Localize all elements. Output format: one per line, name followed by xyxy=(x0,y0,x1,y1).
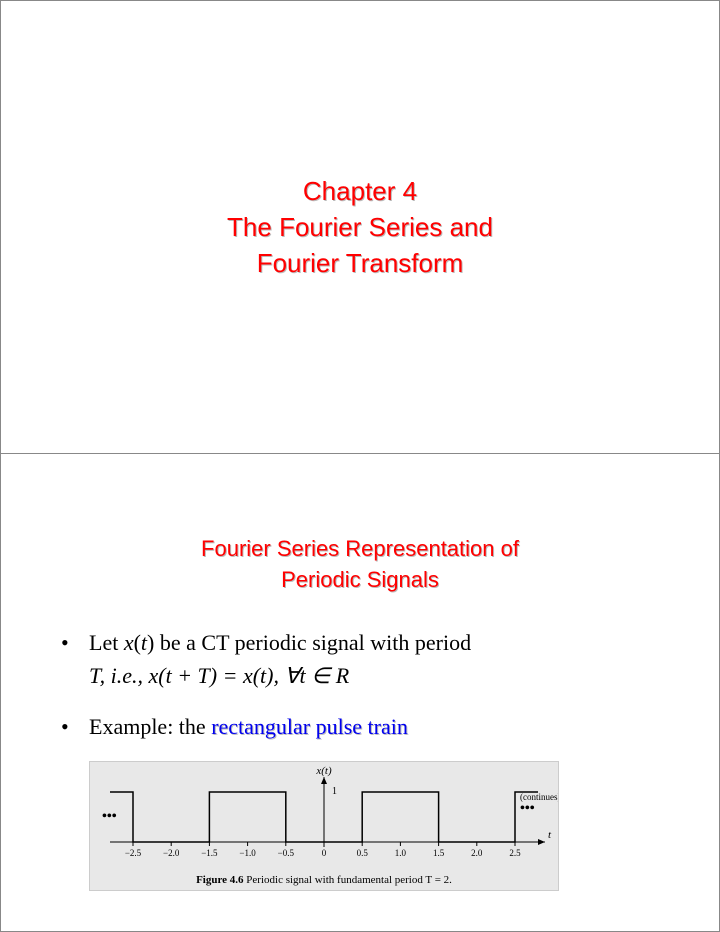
x-ticks-group: −2.5 −2.0 −1.5 −1.0 −0.5 0 0.5 xyxy=(125,842,521,858)
section-subtitle: Fourier Series Representation of Periodi… xyxy=(61,534,659,596)
svg-text:−2.5: −2.5 xyxy=(125,848,142,858)
slide-1-content: Chapter 4 The Fourier Series and Fourier… xyxy=(61,41,659,473)
bullet-dot-icon: • xyxy=(61,626,89,692)
b1-formula: x(t + T) = x(t), ∀t ∈ R xyxy=(143,663,349,688)
subtitle-line-2: Periodic Signals xyxy=(61,565,659,596)
ellipsis-right: ••• xyxy=(520,801,535,816)
ytick-1: 1 xyxy=(332,786,337,797)
bullet-dot-icon: • xyxy=(61,710,89,743)
svg-text:2.0: 2.0 xyxy=(471,848,483,858)
caption-prefix: Figure 4.6 xyxy=(196,874,243,886)
title-line-1: Chapter 4 xyxy=(227,173,493,209)
page-container: Chapter 4 The Fourier Series and Fourier… xyxy=(0,0,720,932)
figure-4-6: x(t) 1 t −2.5 −2.0 −1.5 xyxy=(89,761,559,891)
b2-prefix: Example: the xyxy=(89,714,211,739)
caption-text: Periodic signal with fundamental period … xyxy=(244,874,452,886)
b1-mid: be a CT periodic signal with period xyxy=(154,630,471,655)
body-content: • Let x(t) be a CT periodic signal with … xyxy=(61,626,659,891)
b1-T: T, i.e., xyxy=(89,663,143,688)
ellipsis-left: ••• xyxy=(102,809,117,824)
chapter-title: Chapter 4 The Fourier Series and Fourier… xyxy=(227,173,493,282)
bullet-2-text: Example: the rectangular pulse train xyxy=(89,710,408,743)
bullet-1: • Let x(t) be a CT periodic signal with … xyxy=(61,626,659,692)
svg-text:1.5: 1.5 xyxy=(433,848,445,858)
title-line-2: The Fourier Series and xyxy=(227,209,493,245)
slide-2: Fourier Series Representation of Periodi… xyxy=(1,454,719,931)
svg-text:−0.5: −0.5 xyxy=(278,848,295,858)
b1-x: x xyxy=(124,630,134,655)
subtitle-line-1: Fourier Series Representation of xyxy=(61,534,659,565)
svg-text:−1.0: −1.0 xyxy=(239,848,256,858)
b1-prefix: Let xyxy=(89,630,124,655)
bullet-1-text: Let x(t) be a CT periodic signal with pe… xyxy=(89,626,471,692)
continues-label: (continues) xyxy=(520,792,558,802)
svg-text:0: 0 xyxy=(322,848,327,858)
bullet-2: • Example: the rectangular pulse train xyxy=(61,710,659,743)
axis-label-t: t xyxy=(548,829,552,841)
svg-text:1.0: 1.0 xyxy=(395,848,407,858)
b1-paren: (t) xyxy=(134,630,155,655)
svg-text:0.5: 0.5 xyxy=(357,848,369,858)
slide-1: Chapter 4 The Fourier Series and Fourier… xyxy=(1,1,719,454)
svg-text:−1.5: −1.5 xyxy=(201,848,218,858)
svg-text:2.5: 2.5 xyxy=(509,848,521,858)
b2-link: rectangular pulse train xyxy=(211,714,408,739)
svg-text:−2.0: −2.0 xyxy=(163,848,180,858)
axis-label-xt: x(t) xyxy=(315,765,332,777)
title-line-3: Fourier Transform xyxy=(227,245,493,281)
pulse-train-svg: x(t) 1 t −2.5 −2.0 −1.5 xyxy=(90,762,558,870)
figure-caption: Figure 4.6 Periodic signal with fundamen… xyxy=(90,870,558,893)
